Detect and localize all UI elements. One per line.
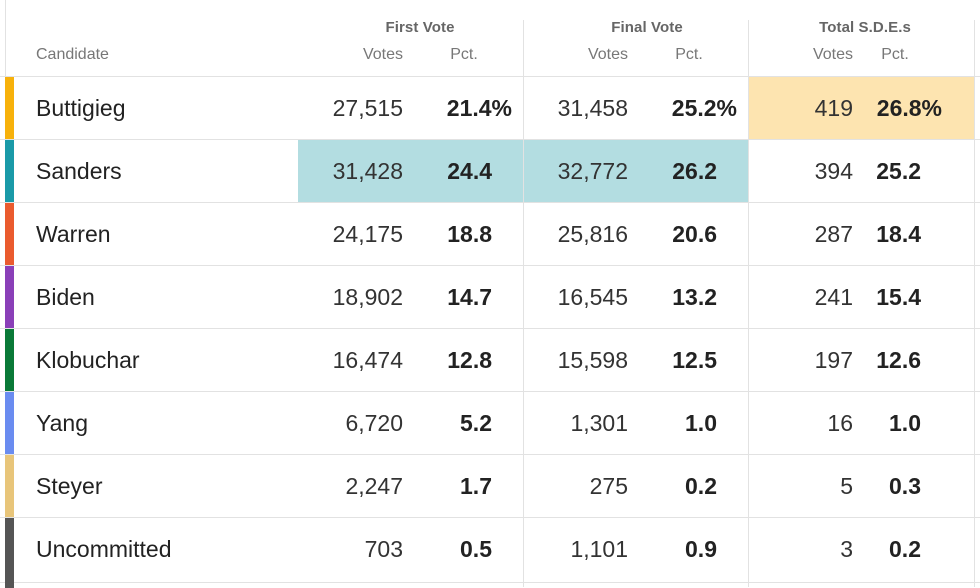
first-vote-pct: 21.4% — [446, 95, 512, 121]
sde-votes: 3 — [840, 536, 853, 562]
vote-leader-highlight — [524, 140, 748, 202]
sde-votes: 419 — [814, 95, 853, 121]
sde-votes: 197 — [814, 347, 853, 373]
sde-pct: 26.8% — [876, 95, 942, 121]
sde-votes: 16 — [827, 410, 853, 436]
candidate-color-swatch — [5, 329, 14, 391]
candidate-name: Biden — [36, 284, 95, 310]
sde-pct: 18.4 — [876, 221, 921, 247]
candidate-color-swatch — [5, 518, 14, 588]
candidate-color-swatch — [5, 77, 14, 139]
candidate-name: Warren — [36, 221, 111, 247]
first-vote-votes: 16,474 — [332, 347, 403, 373]
first-vote-pct: 1.7 — [460, 473, 492, 499]
candidate-name: Yang — [36, 410, 89, 436]
first-vote-votes: 24,175 — [332, 221, 403, 247]
sde-pct: 0.2 — [889, 536, 921, 562]
sde-leader-highlight — [749, 77, 974, 139]
first-vote-votes-header: Votes — [362, 46, 403, 63]
final-vote-pct: 20.6 — [672, 221, 717, 247]
first-vote-pct: 12.8 — [447, 347, 492, 373]
first-vote-votes: 31,428 — [332, 158, 403, 184]
column-divider — [523, 20, 524, 587]
candidate-name: Klobuchar — [36, 347, 140, 373]
final-vote-pct: 26.2 — [672, 158, 717, 184]
total-sdes-group-header: Total S.D.E.s — [819, 19, 911, 36]
first-vote-pct: 5.2 — [460, 410, 492, 436]
first-vote-votes: 27,515 — [332, 95, 403, 121]
candidate-column-header: Candidate — [36, 46, 109, 63]
sde-pct: 15.4 — [876, 284, 921, 310]
vote-leader-highlight — [298, 140, 523, 202]
final-vote-votes: 32,772 — [557, 158, 628, 184]
table-row: Biden 18,902 14.7 16,545 13.2 241 15.4 — [0, 265, 980, 328]
table-row: Warren 24,175 18.8 25,816 20.6 287 18.4 — [0, 202, 980, 265]
first-vote-pct: 18.8 — [447, 221, 492, 247]
first-vote-votes: 6,720 — [345, 410, 403, 436]
candidate-color-swatch — [5, 140, 14, 202]
final-vote-votes: 275 — [589, 473, 628, 499]
final-vote-pct: 1.0 — [685, 410, 717, 436]
first-vote-pct-header: Pct. — [450, 46, 478, 63]
final-vote-votes: 15,598 — [557, 347, 628, 373]
final-vote-votes: 1,301 — [570, 410, 628, 436]
candidate-color-swatch — [5, 392, 14, 454]
table-row: Uncommitted 703 0.5 1,101 0.9 3 0.2 — [0, 517, 980, 588]
final-vote-votes: 16,545 — [557, 284, 628, 310]
final-vote-votes: 31,458 — [557, 95, 628, 121]
candidate-name: Sanders — [36, 158, 122, 184]
final-vote-pct: 12.5 — [672, 347, 717, 373]
final-vote-pct: 13.2 — [672, 284, 717, 310]
sde-votes: 5 — [840, 473, 853, 499]
table-row: Klobuchar 16,474 12.8 15,598 12.5 197 12… — [0, 328, 980, 391]
sde-pct: 1.0 — [889, 410, 921, 436]
sde-pct: 0.3 — [889, 473, 921, 499]
sde-pct: 25.2 — [876, 158, 921, 184]
first-vote-pct: 0.5 — [460, 536, 492, 562]
final-vote-votes: 1,101 — [570, 536, 628, 562]
final-vote-votes: 25,816 — [557, 221, 628, 247]
first-vote-votes: 2,247 — [345, 473, 403, 499]
first-vote-pct: 14.7 — [447, 284, 492, 310]
first-vote-pct: 24.4 — [447, 158, 492, 184]
final-vote-pct-header: Pct. — [675, 46, 703, 63]
candidate-name: Buttigieg — [36, 95, 126, 121]
first-vote-votes: 703 — [364, 536, 403, 562]
left-edge-divider — [5, 0, 6, 76]
table-row: Sanders 31,428 24.4 32,772 26.2 394 25.2 — [0, 139, 980, 202]
candidate-color-swatch — [5, 455, 14, 517]
final-vote-pct: 0.2 — [685, 473, 717, 499]
final-vote-group-header: Final Vote — [611, 19, 683, 36]
column-divider — [974, 20, 975, 587]
candidate-name: Uncommitted — [36, 536, 172, 562]
total-sdes-pct-header: Pct. — [881, 46, 909, 63]
column-divider — [748, 20, 749, 587]
final-vote-votes-header: Votes — [587, 46, 628, 63]
candidate-color-swatch — [5, 266, 14, 328]
candidate-name: Steyer — [36, 473, 103, 499]
sde-votes: 287 — [814, 221, 853, 247]
final-vote-pct: 25.2% — [671, 95, 737, 121]
candidate-color-swatch — [5, 203, 14, 265]
table-row: Buttigieg 27,515 21.4% 31,458 25.2% 419 … — [0, 76, 980, 139]
table-row: Yang 6,720 5.2 1,301 1.0 16 1.0 — [0, 391, 980, 454]
first-vote-votes: 18,902 — [332, 284, 403, 310]
table-row: Steyer 2,247 1.7 275 0.2 5 0.3 — [0, 454, 980, 517]
total-sdes-votes-header: Votes — [812, 46, 853, 63]
sde-pct: 12.6 — [876, 347, 921, 373]
sde-votes: 241 — [814, 284, 853, 310]
first-vote-group-header: First Vote — [385, 19, 455, 36]
sde-votes: 394 — [814, 158, 853, 184]
final-vote-pct: 0.9 — [685, 536, 717, 562]
